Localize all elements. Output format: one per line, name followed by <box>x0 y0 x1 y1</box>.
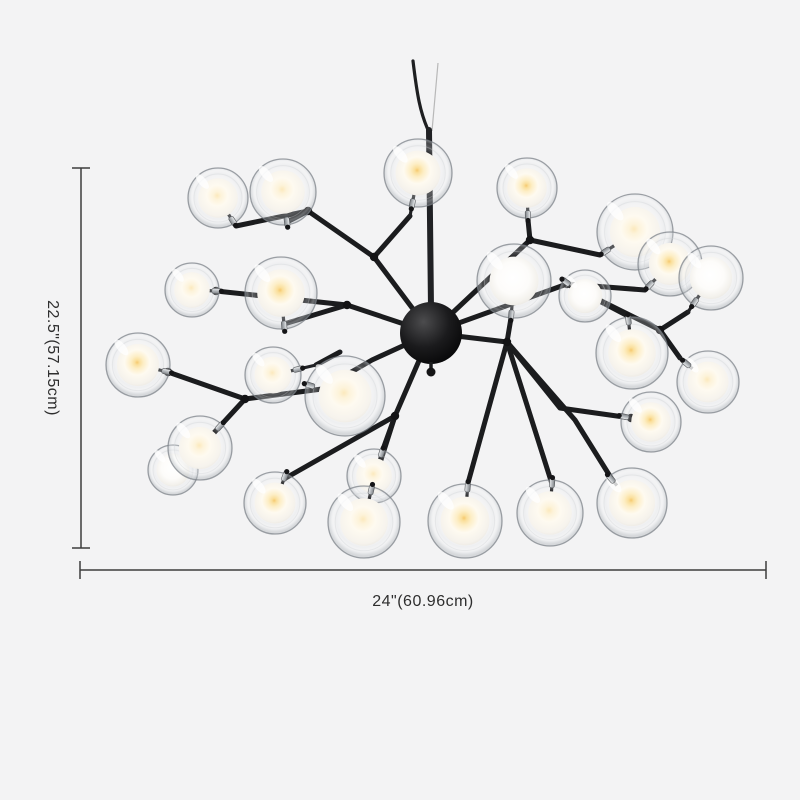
arm-joint <box>390 411 400 421</box>
branch-arm <box>527 237 603 258</box>
socket-cap <box>285 224 291 230</box>
glass-highlight <box>337 493 354 512</box>
width-dimension-label: 24"(60.96cm) <box>372 593 474 610</box>
hanging-wire <box>431 62 439 132</box>
arm-joint <box>240 394 250 404</box>
socket-cap <box>232 222 239 228</box>
center-hub <box>400 302 462 364</box>
arm-joint <box>369 252 379 262</box>
socket-cap <box>220 419 226 426</box>
glass-highlight <box>176 422 191 439</box>
socket-cap <box>380 445 386 451</box>
socket-cap <box>679 357 686 363</box>
glass-highlight <box>437 491 454 510</box>
arm-joint <box>525 235 535 245</box>
glass-highlight <box>605 324 622 343</box>
glass-highlight <box>525 486 541 503</box>
socket-cap <box>604 472 611 478</box>
socket-cap <box>282 328 288 334</box>
glass-inner-wall <box>193 173 243 223</box>
socket-cap <box>689 303 695 310</box>
arm-joint <box>502 337 512 347</box>
glass-inner-wall <box>111 338 165 392</box>
glass-inner-wall <box>563 274 607 318</box>
socket-cap <box>559 276 565 282</box>
glass-inner-wall <box>312 363 378 429</box>
width-dimension <box>79 561 767 579</box>
glass-highlight <box>258 165 274 182</box>
glass-highlight <box>646 238 661 255</box>
glass-highlight <box>606 201 624 221</box>
height-dimension <box>72 167 90 549</box>
socket-cap <box>525 217 531 224</box>
glass-inner-wall <box>390 145 446 201</box>
socket-cap <box>301 381 307 387</box>
socket-cap <box>616 413 622 419</box>
glass-highlight <box>195 174 209 189</box>
socket-cap <box>643 286 649 292</box>
glass-highlight <box>254 264 271 283</box>
glass-inner-wall <box>173 421 227 475</box>
branch-arm <box>465 339 510 486</box>
glass-highlight <box>628 398 642 413</box>
glass-highlight <box>685 357 699 373</box>
glass-highlight <box>252 352 265 367</box>
socket-cap <box>408 206 414 212</box>
glass-highlight <box>315 364 333 384</box>
glass-highlight <box>504 164 518 179</box>
branch-arm <box>657 309 691 333</box>
glass-inner-wall <box>682 356 734 408</box>
glass-inner-wall <box>626 397 676 447</box>
socket-cap <box>549 474 556 481</box>
branch-arm <box>165 369 248 402</box>
branch-arm <box>504 339 555 487</box>
glass-highlight <box>392 145 408 163</box>
socket-cap <box>284 469 290 475</box>
glass-inner-wall <box>603 474 661 532</box>
socket-cap <box>218 288 225 294</box>
glass-inner-wall <box>684 251 738 305</box>
socket-cap <box>168 370 175 376</box>
height-dimension-label: 22.5"(57.15cm) <box>44 300 61 416</box>
socket-cap <box>465 479 471 485</box>
hanging-cable <box>411 59 431 134</box>
glass-inner-wall <box>334 492 394 552</box>
glass-highlight <box>252 478 266 494</box>
glass-inner-wall <box>251 263 311 323</box>
glass-inner-wall <box>250 352 296 398</box>
chandelier-illustration <box>105 59 744 559</box>
arm-joint <box>342 300 352 310</box>
glass-highlight <box>486 251 503 270</box>
branch-arm <box>504 339 634 421</box>
branch-arm <box>371 213 413 260</box>
glass-inner-wall <box>256 165 310 219</box>
socket-cap <box>300 365 306 371</box>
glass-inner-wall <box>602 323 662 383</box>
glass-highlight <box>114 339 129 356</box>
glass-highlight <box>354 454 366 468</box>
hub-finial <box>426 367 436 377</box>
glass-highlight <box>172 268 184 282</box>
branch-arm <box>281 413 398 482</box>
socket-cap <box>369 481 376 488</box>
socket-cap <box>598 251 604 257</box>
socket-cap <box>508 317 514 323</box>
glass-highlight <box>154 450 166 463</box>
glass-highlight <box>565 275 578 289</box>
glass-highlight <box>687 252 702 269</box>
glass-inner-wall <box>249 477 301 529</box>
branch-arm <box>313 349 343 368</box>
socket-cap <box>625 312 631 318</box>
